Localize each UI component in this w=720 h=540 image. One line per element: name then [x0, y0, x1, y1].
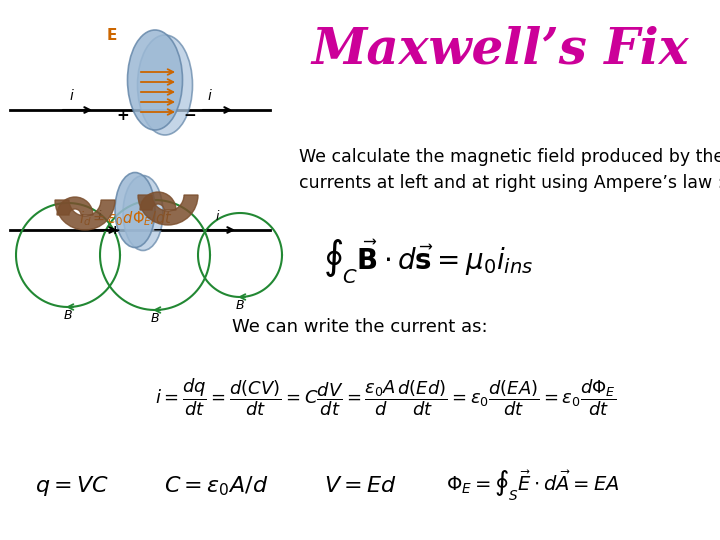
- Wedge shape: [140, 192, 176, 210]
- Wedge shape: [55, 200, 115, 230]
- Ellipse shape: [127, 30, 182, 130]
- Text: $\oint_C \vec{\mathbf{B}} \cdot d\vec{\mathbf{s}} = \mu_0 i_{ins}$: $\oint_C \vec{\mathbf{B}} \cdot d\vec{\m…: [323, 238, 534, 286]
- Text: E: E: [107, 28, 117, 43]
- Wedge shape: [57, 197, 93, 215]
- Text: $i$: $i$: [215, 209, 221, 223]
- Text: $i = \dfrac{dq}{dt} = \dfrac{d(CV)}{dt} = C\dfrac{dV}{dt} = \dfrac{\varepsilon_0: $i = \dfrac{dq}{dt} = \dfrac{d(CV)}{dt} …: [155, 376, 616, 418]
- Text: +: +: [117, 107, 130, 123]
- Text: $C = \varepsilon_0 A / d$: $C = \varepsilon_0 A / d$: [164, 474, 268, 498]
- Text: $\Phi_E = \oint_S \vec{E} \cdot d\vec{A} = EA$: $\Phi_E = \oint_S \vec{E} \cdot d\vec{A}…: [446, 469, 619, 503]
- Text: $q = VC$: $q = VC$: [35, 474, 109, 498]
- Text: $i$: $i$: [97, 209, 103, 223]
- Text: −: −: [153, 224, 163, 237]
- Text: $V = Ed$: $V = Ed$: [323, 475, 397, 497]
- Text: $B$: $B$: [150, 312, 160, 325]
- Text: −: −: [184, 107, 197, 123]
- Text: $B$: $B$: [63, 309, 73, 322]
- Ellipse shape: [115, 172, 155, 247]
- Text: We calculate the magnetic field produced by the
currents at left and at right us: We calculate the magnetic field produced…: [299, 148, 720, 192]
- Text: $i$: $i$: [69, 88, 75, 103]
- Text: We can write the current as:: We can write the current as:: [232, 318, 488, 336]
- Wedge shape: [138, 195, 198, 225]
- Text: +: +: [109, 224, 120, 237]
- Text: Maxwell’s Fix: Maxwell’s Fix: [311, 25, 689, 75]
- Text: $i_d = \varepsilon_0 d\Phi_E/dt$: $i_d = \varepsilon_0 d\Phi_E/dt$: [79, 210, 173, 228]
- Ellipse shape: [123, 176, 163, 251]
- Ellipse shape: [138, 35, 192, 135]
- Text: $B$: $B$: [235, 299, 245, 312]
- Text: $i$: $i$: [207, 88, 213, 103]
